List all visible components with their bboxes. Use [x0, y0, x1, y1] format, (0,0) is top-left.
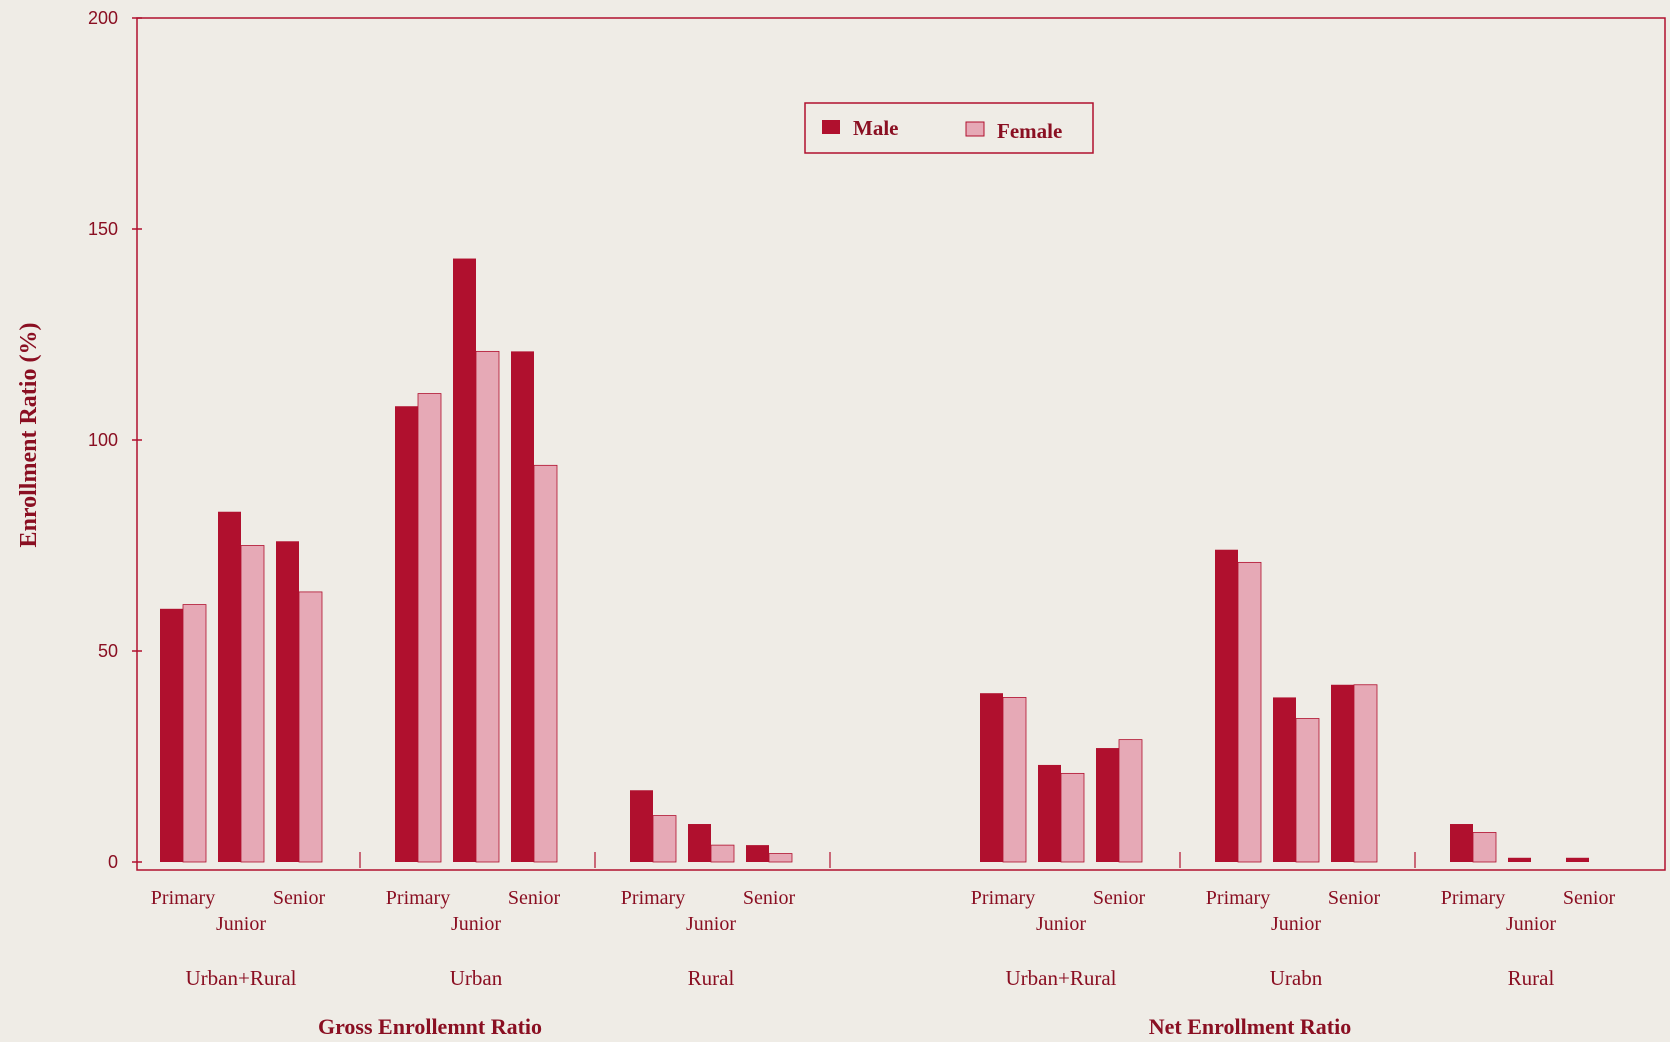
level-label: Senior: [743, 887, 796, 909]
bar-male: [1273, 697, 1296, 862]
bar-male: [980, 693, 1003, 862]
level-label: Primary: [1441, 887, 1505, 909]
bar-male: [1215, 549, 1238, 862]
level-label: Junior: [686, 913, 736, 935]
y-tick-label: 50: [98, 641, 118, 661]
bar-male: [1566, 857, 1589, 862]
y-tick-label: 150: [88, 219, 118, 239]
group-label: Urabn: [1270, 966, 1323, 990]
level-label: Junior: [216, 913, 266, 935]
group-label: Rural: [688, 966, 735, 990]
level-label: Senior: [273, 887, 326, 909]
level-label: Senior: [508, 887, 561, 909]
bar-male: [511, 351, 534, 862]
group-label: Urban+Rural: [186, 966, 297, 990]
x-axis-labels: PrimaryJuniorSeniorUrban+RuralPrimaryJun…: [151, 887, 1616, 1039]
bar-female: [1472, 832, 1497, 863]
level-label: Primary: [151, 887, 215, 909]
bar-male: [1096, 748, 1119, 862]
legend-male-swatch: [822, 120, 840, 134]
bar-female: [182, 604, 207, 863]
bar-female: [417, 393, 442, 863]
bar-female: [240, 545, 265, 863]
level-label: Senior: [1093, 887, 1146, 909]
plot-frame: [136, 17, 1666, 871]
level-label: Junior: [1506, 913, 1556, 935]
bar-female: [652, 815, 677, 863]
bar-female: [298, 591, 323, 863]
bar-male: [276, 541, 299, 862]
y-axis: 0 50 100 150 200: [88, 8, 142, 872]
bar-male: [218, 511, 241, 862]
bar-male: [1331, 684, 1354, 862]
level-label: Senior: [1563, 887, 1616, 909]
bar-male: [395, 406, 418, 862]
legend: Male Female: [804, 102, 1094, 154]
legend-female-label: Female: [997, 119, 1062, 143]
legend-female-swatch: [965, 121, 985, 137]
level-label: Junior: [451, 913, 501, 935]
level-label: Primary: [971, 887, 1035, 909]
bar-female: [1118, 739, 1143, 863]
level-label: Senior: [1328, 887, 1381, 909]
y-axis-title: Enrollment Ratio (%): [16, 323, 42, 548]
bar-male: [746, 845, 769, 862]
bar-male: [1450, 824, 1473, 862]
group-label: Urban: [450, 966, 503, 990]
bar-female: [1295, 718, 1320, 863]
y-tick-label: 200: [88, 8, 118, 28]
level-label: Primary: [1206, 887, 1270, 909]
bar-female: [1060, 772, 1085, 863]
level-label: Primary: [386, 887, 450, 909]
section-label: Gross Enrollemnt Ratio: [318, 1014, 542, 1039]
bar-female: [1353, 684, 1378, 863]
group-label: Urban+Rural: [1006, 966, 1117, 990]
bar-male: [453, 258, 476, 862]
bar-male: [1038, 764, 1061, 862]
bars-layer: [160, 258, 1589, 868]
y-tick-label: 100: [88, 430, 118, 450]
y-tick-label: 0: [108, 852, 118, 872]
level-label: Junior: [1036, 913, 1086, 935]
bar-male: [160, 608, 183, 862]
bar-male: [1508, 857, 1531, 862]
level-label: Junior: [1271, 913, 1321, 935]
legend-male-label: Male: [853, 116, 898, 140]
bar-female: [710, 844, 735, 863]
bar-female: [1237, 561, 1262, 863]
bar-male: [630, 790, 653, 862]
group-label: Rural: [1508, 966, 1555, 990]
bar-female: [1002, 697, 1027, 863]
bar-male: [688, 824, 711, 862]
bar-female: [768, 853, 793, 863]
bar-female: [533, 464, 558, 863]
bar-female: [475, 350, 500, 863]
legend-box: [804, 102, 1094, 154]
section-label: Net Enrollment Ratio: [1149, 1014, 1351, 1039]
level-label: Primary: [621, 887, 685, 909]
